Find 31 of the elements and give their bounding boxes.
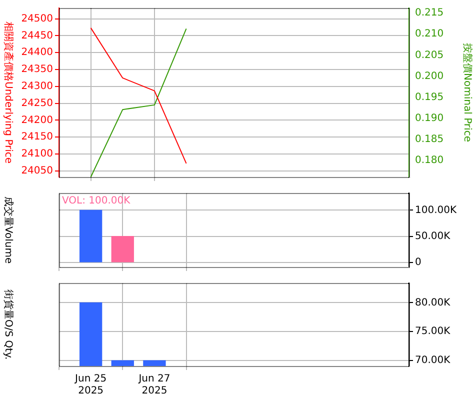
y-tick-label: 24400 — [21, 47, 53, 58]
y-tick-label: 24150 — [21, 132, 53, 143]
y-tick-label: 24350 — [21, 64, 53, 76]
y2-tick-label: 0.195 — [415, 92, 444, 103]
y-axis-title: 相關資產價格Underlying Price — [2, 21, 14, 164]
y2-tick-label: 0.200 — [415, 70, 444, 82]
annotation: VOL: 100.00K — [62, 196, 131, 207]
y-tick-label: 80.00K — [415, 297, 451, 308]
y-tick-label: 75.00K — [415, 326, 451, 338]
y-tick-label: 50.00K — [415, 230, 451, 242]
y-tick-label: 100.00K — [415, 204, 457, 216]
y-tick-label: 24050 — [21, 166, 53, 177]
y-tick-label: 24250 — [21, 98, 53, 109]
y2-tick-label: 0.190 — [415, 113, 444, 124]
y2-tick-label: 0.215 — [415, 8, 444, 19]
y-tick-label: 24300 — [21, 81, 53, 92]
y-tick-label: 24500 — [21, 13, 53, 24]
y2-tick-label: 0.180 — [415, 155, 444, 166]
y-tick-label: 24100 — [21, 148, 53, 160]
y-tick-label: 70.00K — [415, 355, 451, 366]
y-axis-title: 成交量Volume — [2, 196, 14, 264]
y-tick-label: 0 — [415, 257, 422, 268]
y-tick-label: 24450 — [21, 30, 53, 42]
x-tick-label: Jun 27 2025 — [138, 374, 170, 397]
x-tick-label: Jun 25 2025 — [74, 374, 107, 397]
y2-axis-title: 按盤價Nominal Price — [461, 43, 474, 142]
y2-tick-label: 0.210 — [415, 28, 444, 40]
y2-tick-label: 0.185 — [415, 134, 444, 146]
y2-tick-label: 0.205 — [415, 50, 444, 61]
y-axis-title: 街貨量O/S Qty. — [2, 289, 14, 360]
y-tick-label: 24200 — [21, 114, 53, 126]
